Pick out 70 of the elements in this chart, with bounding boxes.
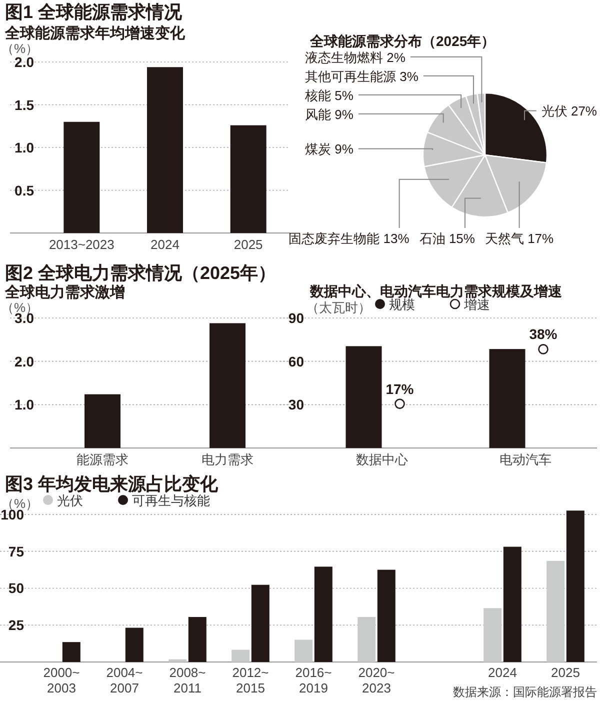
bar [168, 659, 187, 662]
chart-title: 图2 全球电力需求情况（2025年） [5, 263, 276, 283]
y-tick-label: 75 [8, 543, 24, 560]
chart-subtitle: 全球电力需求激增 [4, 284, 125, 301]
bar [484, 608, 502, 662]
y-tick-label: 1.0 [14, 396, 34, 413]
x-tick-label: 2013~2023 [48, 237, 114, 252]
bar [147, 67, 183, 233]
y-axis-title: （%） [1, 41, 39, 56]
bar [294, 640, 313, 662]
chart-title: 数据中心、电动汽车电力需求规模及增速 [309, 283, 563, 299]
x-tick-label: 电力需求 [202, 452, 254, 467]
bar [188, 616, 206, 662]
y-tick-label: 30 [288, 396, 304, 413]
bar [64, 122, 100, 233]
bar [230, 125, 266, 233]
chart-title: 图1 全球能源需求情况 [5, 2, 184, 22]
chart-subtitle: 全球能源需求年均增速变化 [4, 24, 186, 42]
x-tick-label: 2008~ 2011 [169, 665, 206, 696]
chart-title: 全球能源需求分布（2025年） [309, 33, 496, 49]
bar [503, 546, 522, 662]
x-tick-label: 2000~ 2003 [43, 665, 80, 696]
y-tick-label: 25 [8, 617, 24, 634]
data-label: 17% [386, 380, 414, 397]
legend-label: 可再生与核能 [132, 493, 210, 508]
legend-label: 光伏 [57, 493, 83, 508]
y-tick-label: 1.5 [14, 96, 34, 113]
slice-label: 核能 5% [304, 88, 354, 103]
slice-label: 天然气 17% [484, 231, 554, 246]
bar [377, 570, 396, 662]
bar [251, 584, 270, 662]
y-tick-label: 1.0 [14, 140, 34, 156]
y-axis-title: （太瓦时） [306, 300, 371, 315]
x-tick-label: 2020~ 2023 [358, 665, 396, 696]
x-tick-label: 2024 [488, 665, 517, 680]
x-tick-label: 能源需求 [76, 452, 128, 467]
bar [232, 650, 250, 662]
bar [314, 566, 332, 662]
y-tick-label: 0.5 [14, 182, 34, 198]
y-tick-label: 50 [8, 580, 24, 596]
legend-label: 增速 [463, 297, 490, 312]
x-tick-label: 2012~ 2015 [232, 665, 270, 696]
chart-title: 图3 年均发电来源占比变化 [5, 474, 220, 494]
y-tick-label: 60 [288, 353, 304, 370]
y-tick-label: 2.0 [14, 54, 34, 70]
y-tick-label: 2.0 [14, 353, 34, 370]
y-tick-label: 90 [288, 310, 304, 326]
slice-label: 其他可再生能源 3% [305, 68, 419, 84]
x-tick-label: 2004~ 2007 [106, 665, 144, 696]
slice-label: 风能 9% [305, 106, 354, 122]
slice-label: 光伏 27% [541, 104, 598, 119]
slice-label: 液态生物燃料 2% [305, 50, 406, 65]
x-tick-label: 电动汽车 [499, 452, 552, 467]
source-note: 数据来源：国际能源署报告 [453, 685, 597, 699]
bar [566, 510, 584, 662]
y-axis-title: （%） [1, 496, 39, 511]
bar [62, 642, 80, 662]
x-tick-label: 2024 [150, 237, 180, 252]
x-tick-label: 2025 [551, 665, 580, 680]
bar [125, 628, 144, 662]
slice-label: 煤炭 9% [305, 142, 354, 157]
x-tick-label: 2025 [234, 237, 263, 252]
slice-label: 固态废弃生物能 13% [288, 231, 410, 246]
bar [358, 616, 376, 662]
bar [546, 560, 565, 662]
data-label: 38% [529, 326, 558, 342]
slice-label: 石油 15% [419, 231, 476, 246]
legend-label: 规模 [389, 297, 415, 312]
x-tick-label: 数据中心 [356, 452, 408, 467]
x-tick-label: 2016~ 2019 [295, 665, 332, 696]
